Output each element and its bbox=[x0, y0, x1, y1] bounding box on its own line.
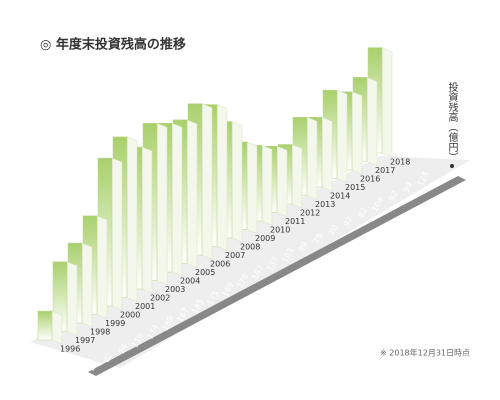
x-tick-label: 2002 bbox=[150, 294, 170, 303]
bar-side bbox=[291, 144, 303, 209]
bar-side bbox=[111, 157, 123, 311]
value-label: 82 bbox=[357, 206, 370, 219]
bar-side bbox=[336, 89, 348, 183]
value-label: 99 bbox=[402, 181, 415, 194]
chart-title: ◎ 年度末投資残高の推移 bbox=[40, 37, 186, 53]
bar-side bbox=[51, 310, 63, 345]
floor bbox=[30, 156, 470, 368]
note: ※ 2018年12月31日時点 bbox=[380, 348, 470, 358]
bar bbox=[37, 310, 53, 341]
bar-side bbox=[171, 122, 183, 277]
y-axis-label: 投資残高（億円） bbox=[446, 81, 458, 162]
bar-side bbox=[186, 119, 198, 268]
bar-side bbox=[321, 116, 333, 192]
x-tick-label: 2010 bbox=[270, 226, 290, 235]
x-tick-label: 1998 bbox=[90, 328, 110, 337]
value-label: 94 bbox=[117, 342, 130, 355]
bar-side bbox=[141, 146, 153, 294]
x-tick-label: 2011 bbox=[285, 217, 305, 226]
x-tick-label: 2008 bbox=[240, 243, 260, 252]
bar-side bbox=[96, 215, 108, 319]
value-label: 89 bbox=[297, 240, 310, 253]
x-tick-label: 2004 bbox=[180, 277, 200, 286]
x-tick-label: 2017 bbox=[375, 166, 395, 175]
x-tick-label: 2005 bbox=[195, 268, 215, 277]
value-label: 92 bbox=[342, 215, 355, 228]
bar-side bbox=[201, 103, 213, 260]
bar-side bbox=[66, 261, 78, 336]
axis-dot bbox=[450, 164, 454, 168]
x-tick-label: 2000 bbox=[120, 311, 140, 320]
x-tick-label: 2007 bbox=[225, 251, 245, 260]
bar-side bbox=[231, 121, 243, 243]
x-tick-label: 1999 bbox=[105, 319, 125, 328]
x-tick-label: 2006 bbox=[210, 260, 230, 269]
bar-side bbox=[261, 144, 273, 226]
bar-side bbox=[276, 145, 288, 217]
value-label: 92 bbox=[387, 189, 400, 202]
value-label: 82 bbox=[102, 351, 115, 364]
bar-side bbox=[246, 141, 258, 234]
x-tick-label: 2012 bbox=[300, 209, 320, 218]
value-label: 34 bbox=[87, 359, 100, 372]
x-tick-label: 2015 bbox=[345, 183, 365, 192]
x-tick-label: 2016 bbox=[360, 175, 380, 184]
bar-side bbox=[306, 116, 318, 200]
bar-side bbox=[156, 122, 168, 285]
bar-side bbox=[81, 242, 93, 328]
x-tick-label: 2003 bbox=[165, 285, 185, 294]
x-tick-label: 2009 bbox=[255, 234, 275, 243]
x-tick-label: 2018 bbox=[390, 158, 410, 167]
x-tick-label: 1997 bbox=[75, 336, 95, 345]
bar-side bbox=[351, 91, 363, 175]
value-strip bbox=[88, 176, 466, 376]
x-tick-label: 1996 bbox=[60, 345, 80, 354]
bar-side bbox=[216, 104, 228, 251]
x-tick-label: 2001 bbox=[135, 302, 155, 311]
bar-side bbox=[366, 76, 378, 166]
bar-side bbox=[126, 136, 138, 302]
value-label: 70 bbox=[327, 223, 340, 236]
x-tick-label: 2014 bbox=[330, 192, 350, 201]
bar-side bbox=[381, 47, 393, 158]
value-label: 78 bbox=[312, 232, 325, 245]
x-tick-label: 2013 bbox=[315, 200, 335, 209]
